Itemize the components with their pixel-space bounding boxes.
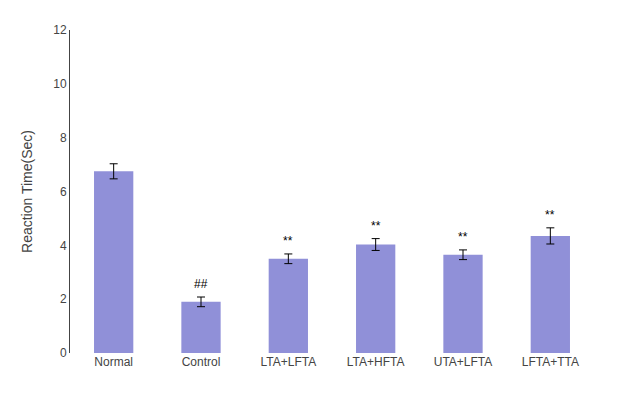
svg-text:**: ** [458,230,468,244]
svg-text:UTA+LFTA: UTA+LFTA [434,355,493,369]
svg-text:Control: Control [182,355,221,369]
svg-text:**: ** [283,234,293,248]
svg-text:2: 2 [60,292,67,306]
svg-text:**: ** [545,208,555,222]
svg-text:12: 12 [53,23,67,37]
svg-text:10: 10 [53,77,67,91]
svg-text:4: 4 [60,239,67,253]
svg-text:LTA+LFTA: LTA+LFTA [260,355,316,369]
svg-text:6: 6 [60,185,67,199]
svg-text:8: 8 [60,131,67,145]
svg-text:Reaction Time(Sec): Reaction Time(Sec) [19,130,35,253]
svg-text:**: ** [371,219,381,233]
svg-text:##: ## [194,277,208,291]
svg-text:Normal: Normal [94,355,133,369]
svg-text:LTA+HFTA: LTA+HFTA [347,355,405,369]
svg-text:LFTA+TTA: LFTA+TTA [522,355,579,369]
svg-text:0: 0 [60,346,67,360]
